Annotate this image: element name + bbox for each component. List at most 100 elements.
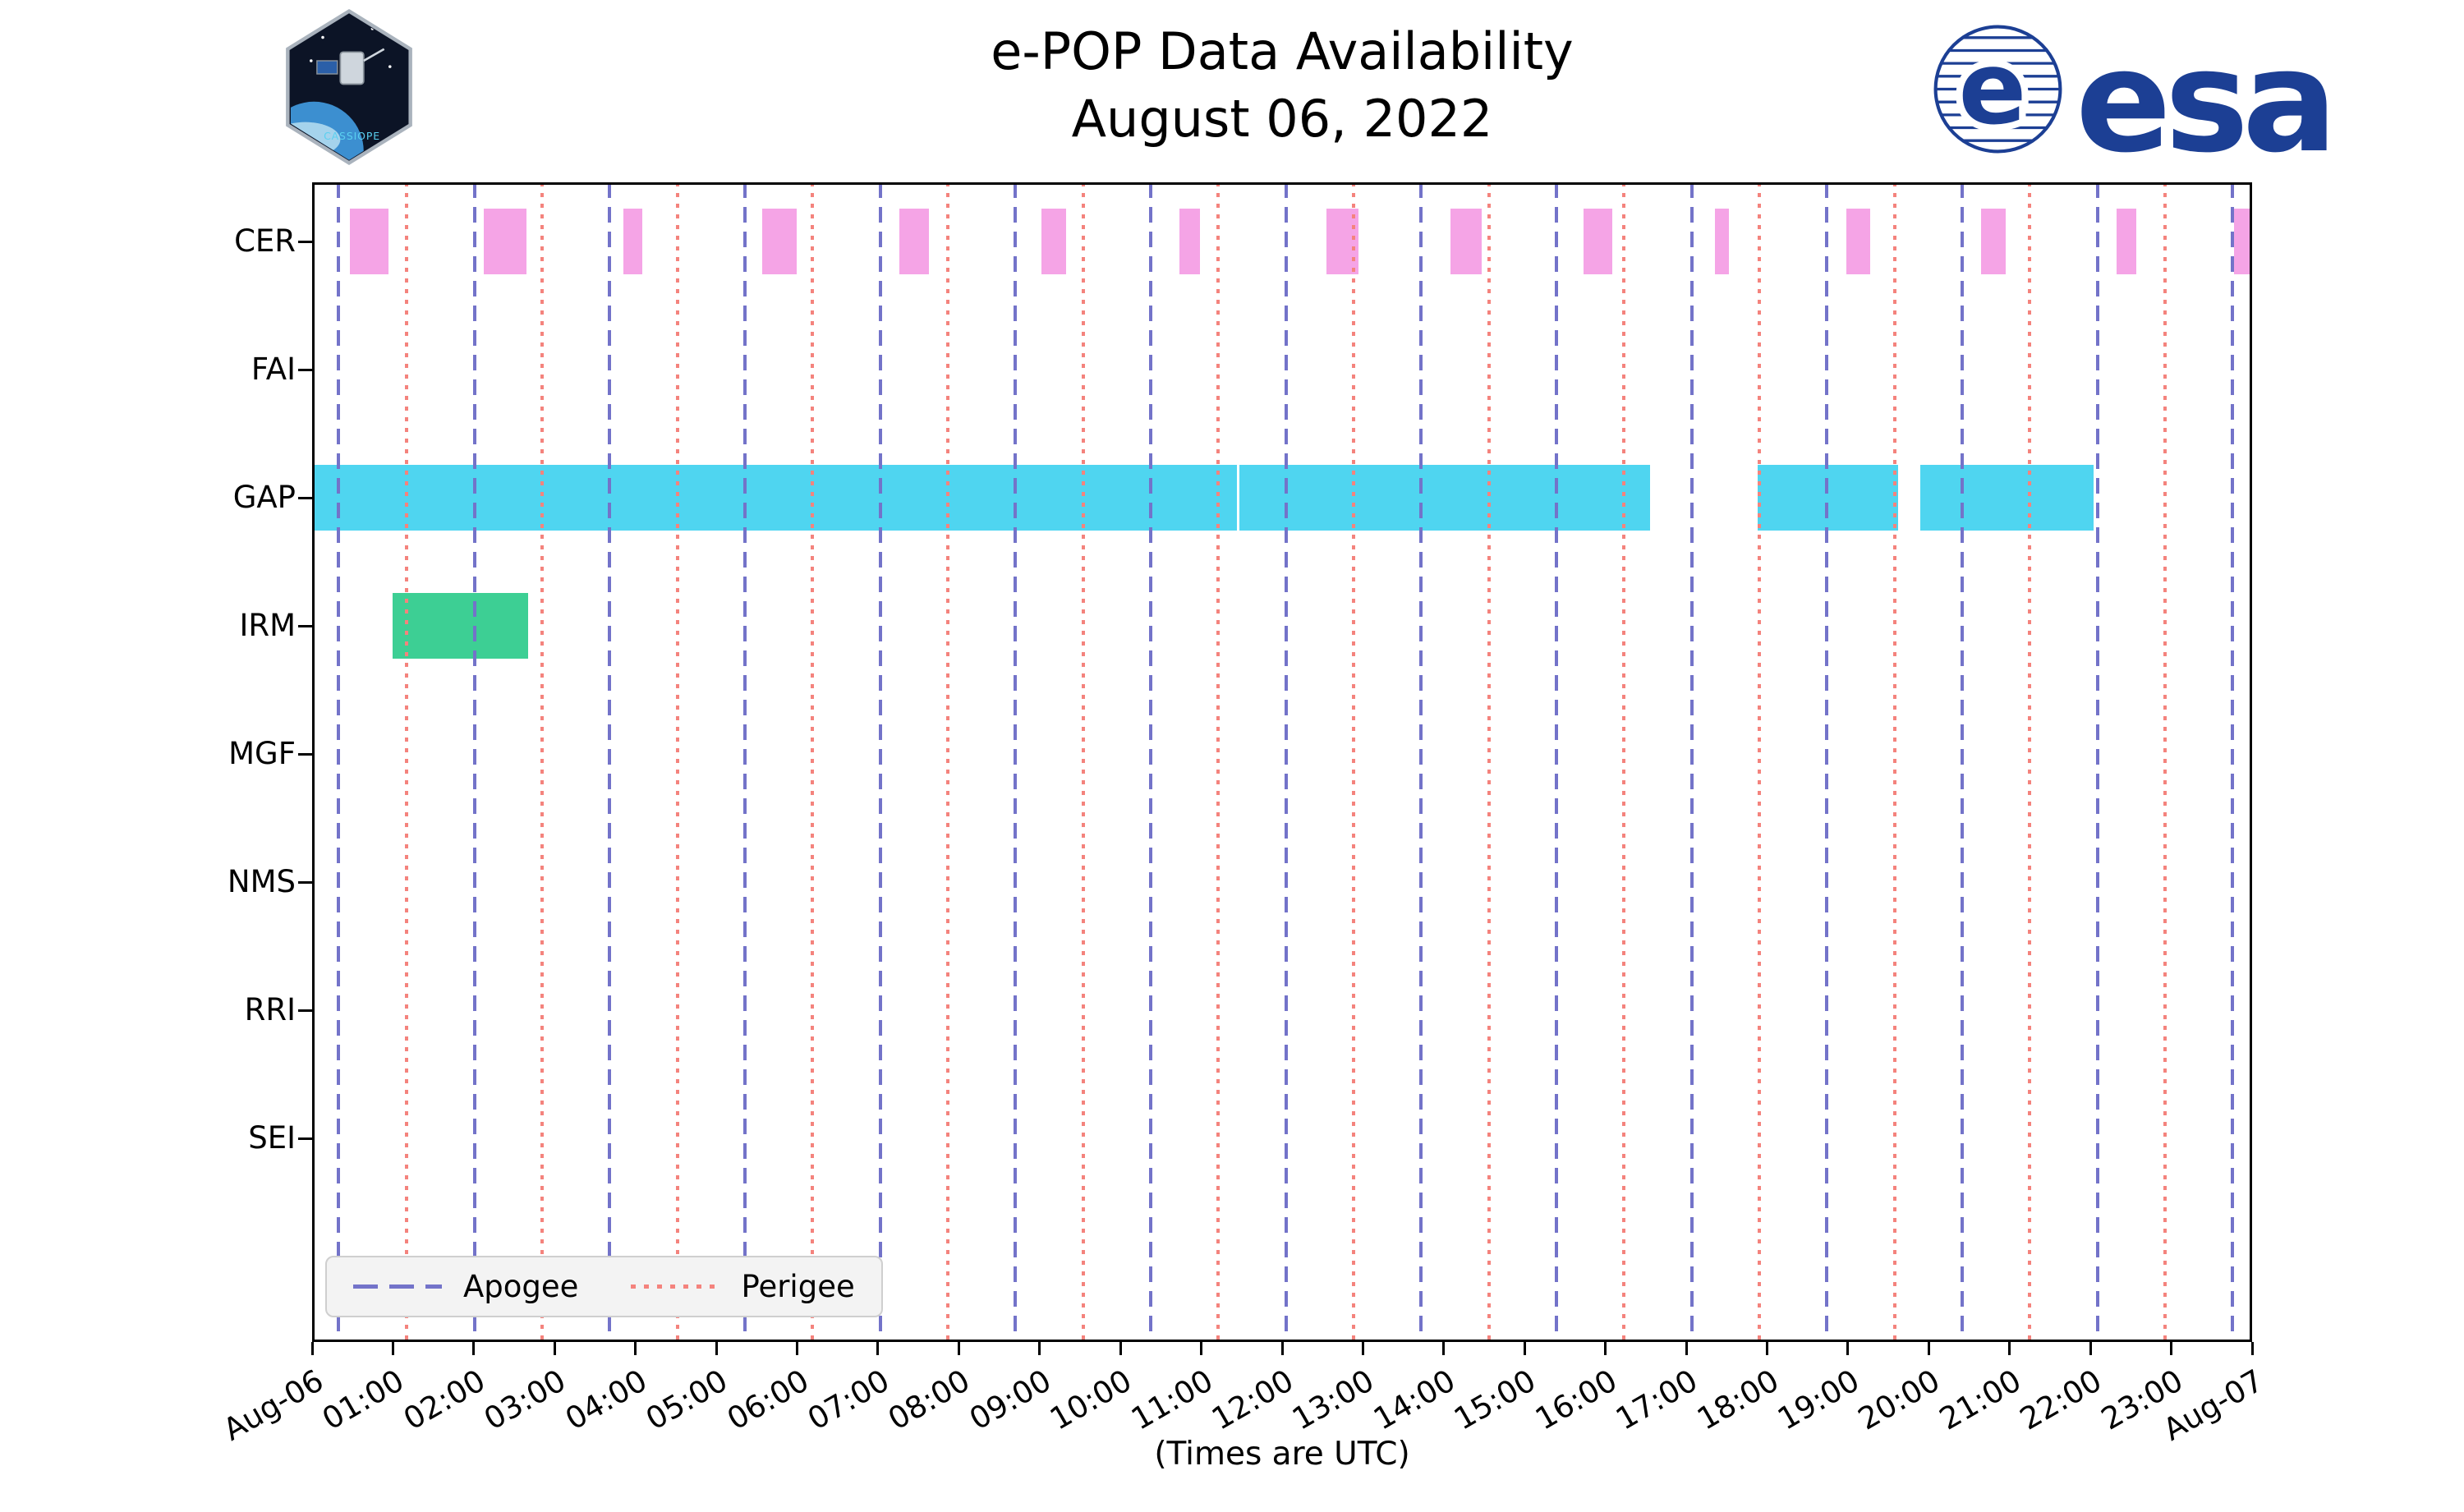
perigee-line	[1892, 182, 1896, 1342]
patch-solar-panel	[316, 60, 338, 75]
timeline-plot: Apogee Perigee	[312, 182, 2252, 1342]
y-tick	[298, 624, 312, 627]
patch-antenna	[363, 48, 385, 62]
perigee-line	[2163, 182, 2167, 1342]
x-axis-label: (Times are UTC)	[1154, 1436, 1410, 1473]
apogee-line	[2096, 182, 2100, 1342]
instrument-label-SEI: SEI	[248, 1120, 296, 1156]
perigee-line	[1351, 182, 1355, 1342]
x-tick	[1361, 1342, 1364, 1355]
legend: Apogee Perigee	[325, 1256, 883, 1317]
cassiope-patch-icon: CASSIOPE	[286, 8, 412, 166]
apogee-line	[1419, 182, 1423, 1342]
x-tick	[634, 1342, 637, 1355]
availability-bar-CER	[1179, 209, 1200, 274]
availability-bar-CER	[762, 209, 798, 274]
perigee-line	[1216, 182, 1221, 1342]
instrument-label-GAP: GAP	[232, 480, 296, 515]
x-tick	[2250, 1342, 2254, 1355]
x-tick	[1685, 1342, 1688, 1355]
availability-bar-GAP	[1239, 465, 1650, 531]
legend-entry-apogee: Apogee	[353, 1269, 578, 1304]
apogee-line	[472, 182, 476, 1342]
x-tick	[796, 1342, 798, 1355]
availability-bar-CER	[2234, 209, 2252, 274]
chart-title: e-POP Data Availability	[991, 21, 1574, 81]
perigee-line	[1081, 182, 1085, 1342]
perigee-line	[1487, 182, 1491, 1342]
x-tick	[1846, 1342, 1850, 1355]
availability-bar-CER	[1584, 209, 1612, 274]
chart-title-block: e-POP Data Availability August 06, 2022	[312, 18, 2252, 153]
availability-bar-CER	[350, 209, 389, 274]
instrument-label-MGF: MGF	[228, 736, 296, 771]
y-tick	[298, 880, 312, 884]
x-tick	[2008, 1342, 2011, 1355]
perigee-line	[1622, 182, 1626, 1342]
availability-bar-IRM	[393, 593, 528, 659]
apogee-line	[337, 182, 341, 1342]
esa-emblem-icon: e	[1933, 24, 2062, 154]
availability-bar-CER	[1846, 209, 1871, 274]
epop-availability-page: CASSIOPE e-POP Data Availability August …	[218, 8, 2338, 1473]
apogee-line	[1825, 182, 1829, 1342]
availability-bar-CER	[2116, 209, 2137, 274]
instrument-label-IRM: IRM	[239, 608, 296, 643]
perigee-line	[2028, 182, 2032, 1342]
apogee-line	[1014, 182, 1018, 1342]
apogee-line	[742, 182, 747, 1342]
perigee-dotted-line-icon	[631, 1285, 720, 1289]
availability-bar-CER	[899, 209, 929, 274]
y-tick	[298, 368, 312, 371]
perigee-line	[405, 182, 409, 1342]
availability-bar-GAP	[1920, 465, 2094, 531]
x-tick	[1927, 1342, 1930, 1355]
availability-bar-CER	[1450, 209, 1483, 274]
x-tick	[957, 1342, 960, 1355]
x-tick	[715, 1342, 718, 1355]
legend-label-perigee: Perigee	[741, 1269, 855, 1304]
apogee-line	[1554, 182, 1558, 1342]
apogee-line	[1284, 182, 1288, 1342]
x-tick	[310, 1342, 314, 1355]
x-tick	[1280, 1342, 1284, 1355]
x-tick	[1442, 1342, 1446, 1355]
esa-logo: e esa	[1930, 21, 2338, 182]
apogee-line	[1960, 182, 1964, 1342]
x-tick	[1119, 1342, 1122, 1355]
x-tick	[1766, 1342, 1768, 1355]
y-tick	[298, 1137, 312, 1140]
instrument-label-NMS: NMS	[227, 864, 296, 899]
perigee-line	[1757, 182, 1761, 1342]
x-tick	[876, 1342, 880, 1355]
apogee-line	[1148, 182, 1152, 1342]
x-tick	[1523, 1342, 1526, 1355]
availability-bar-GAP	[312, 465, 1237, 531]
apogee-dashed-line-icon	[353, 1285, 442, 1289]
chart-subtitle: August 06, 2022	[1071, 88, 1493, 149]
x-tick	[1200, 1342, 1203, 1355]
apogee-line	[1689, 182, 1694, 1342]
perigee-line	[675, 182, 679, 1342]
apogee-line	[878, 182, 882, 1342]
availability-bar-CER	[1714, 209, 1730, 274]
x-tick	[1604, 1342, 1607, 1355]
x-tick	[391, 1342, 394, 1355]
availability-bar-CER	[1981, 209, 2006, 274]
x-tick	[2089, 1342, 2092, 1355]
perigee-line	[811, 182, 815, 1342]
instrument-label-FAI: FAI	[251, 352, 296, 387]
perigee-line	[945, 182, 949, 1342]
x-tick	[2170, 1342, 2173, 1355]
availability-bar-CER	[1041, 209, 1067, 274]
svg-text:e: e	[1958, 30, 2026, 147]
perigee-line	[540, 182, 544, 1342]
legend-entry-perigee: Perigee	[631, 1269, 855, 1304]
cassiope-mission-patch: CASSIOPE	[276, 8, 422, 169]
y-tick	[298, 496, 312, 499]
y-tick	[298, 1009, 312, 1012]
y-tick	[298, 240, 312, 243]
x-tick	[472, 1342, 476, 1355]
x-tick	[553, 1342, 556, 1355]
y-tick	[298, 752, 312, 756]
